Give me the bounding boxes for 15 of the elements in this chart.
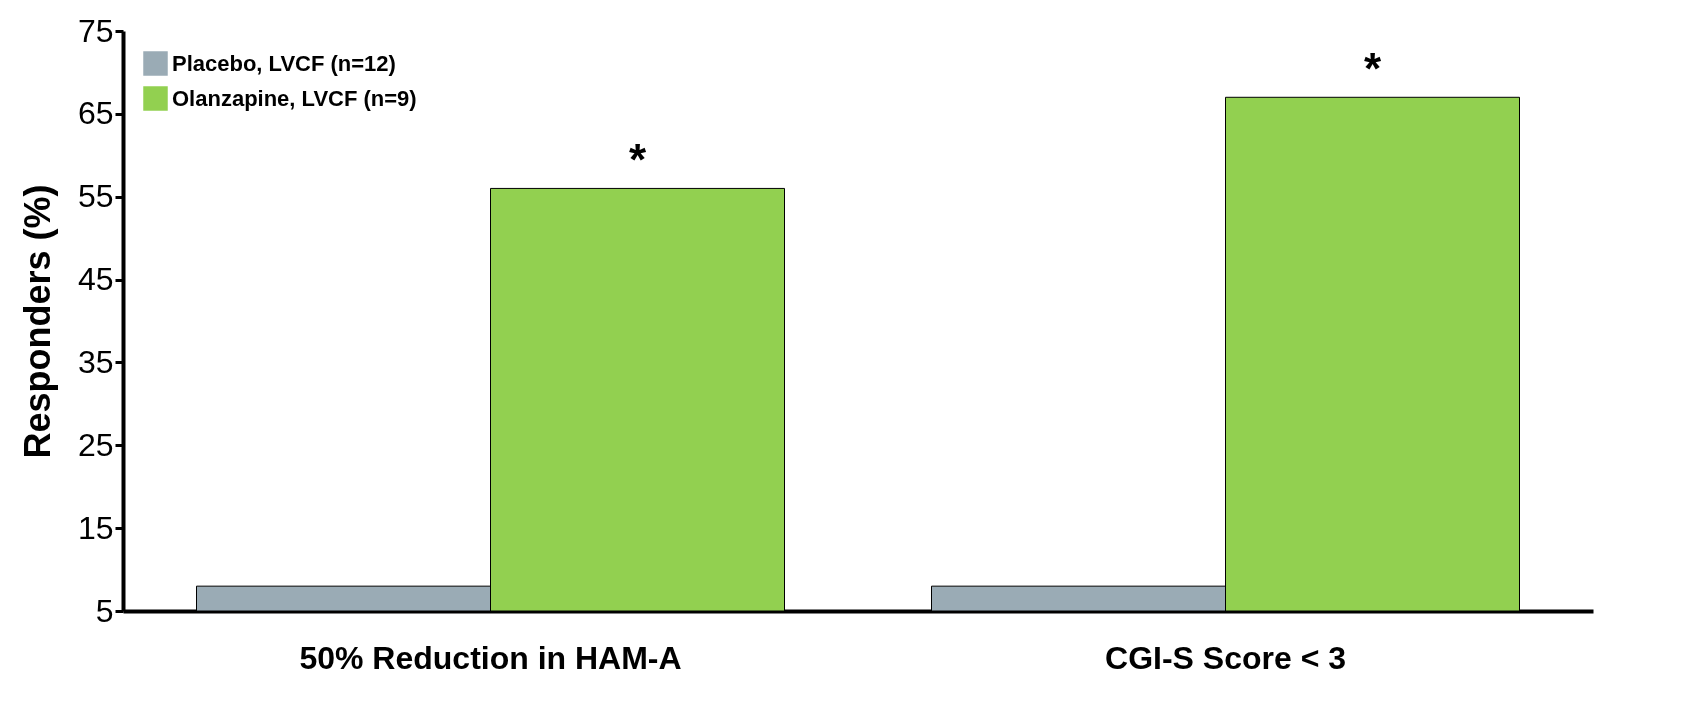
- annotation: *: [1363, 44, 1382, 94]
- y-tick-label: 15: [77, 509, 114, 546]
- y-axis-title: Responders (%): [16, 184, 58, 459]
- x-tick-label: CGI-S Score < 3: [1105, 639, 1346, 676]
- y-tick-label: 45: [77, 261, 114, 298]
- y-tick-label: 35: [77, 343, 114, 380]
- legend-label: Placebo, LVCF (n=12): [172, 50, 396, 76]
- x-tick-label: 50% Reduction in HAM-A: [299, 639, 682, 676]
- y-tick-label: 25: [77, 426, 114, 463]
- annotation: *: [628, 135, 647, 185]
- y-tick-label: 75: [77, 12, 114, 49]
- y-tick-label: 55: [77, 178, 114, 215]
- y-tick-label: 5: [95, 592, 114, 629]
- y-tick-label: 65: [77, 95, 114, 132]
- legend-label: Olanzapine, LVCF (n=9): [172, 85, 417, 111]
